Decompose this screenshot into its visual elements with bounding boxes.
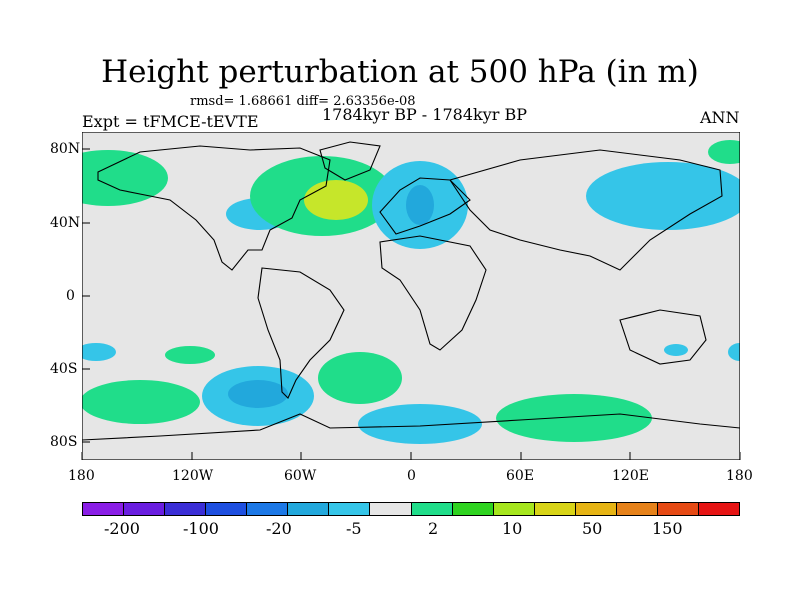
anomaly-fields [82, 140, 740, 444]
africa-coast [379, 235, 487, 351]
europe-coast [379, 177, 471, 235]
y-tick-label: 0 [66, 288, 75, 304]
north-america-coast [97, 145, 331, 271]
colorbar-box [574, 503, 616, 515]
colorbar-box [656, 503, 698, 515]
anomaly-peak-north-atlantic [304, 180, 368, 220]
stats-line: rmsd= 1.68661 diff= 2.63356e-08 [190, 94, 416, 109]
anomaly-positive-south-atlantic [318, 352, 402, 404]
anomaly-negative-asia [586, 162, 740, 230]
colorbar-label: 10 [502, 519, 523, 538]
anomaly-negative-drake-core [228, 380, 288, 408]
map-title: Height perturbation at 500 hPa (in m) [101, 54, 699, 90]
x-tick-label: 60E [506, 468, 535, 484]
anomaly-negative-east-edge [728, 343, 740, 361]
colorbar-label: -200 [104, 519, 140, 538]
asia-coast [449, 149, 723, 271]
antarctica-coast [82, 413, 740, 460]
y-tick-label: 40S [50, 361, 78, 377]
y-tick-label: 80N [50, 141, 81, 157]
colorbar [82, 502, 740, 516]
anomaly-positive-north-pacific [82, 150, 168, 206]
colorbar-box [615, 503, 657, 515]
colorbar-label: 50 [582, 519, 603, 538]
map-panel [82, 132, 740, 460]
colorbar-box [533, 503, 575, 515]
colorbar-label: -5 [346, 519, 362, 538]
axis-ticks [81, 148, 741, 460]
x-tick-label: 120E [612, 468, 649, 484]
anomaly-negative-australia [664, 344, 688, 356]
coastlines [82, 141, 740, 460]
colorbar-box [287, 503, 329, 515]
colorbar-box [123, 503, 165, 515]
colorbar-box [697, 503, 739, 515]
colorbar-box [410, 503, 452, 515]
x-tick-label: 0 [407, 468, 416, 484]
south-america-coast [257, 267, 345, 399]
anomaly-positive-southeast-pacific [82, 380, 200, 424]
greenland-coast [319, 141, 381, 181]
colorbar-label: 2 [428, 519, 439, 538]
anomaly-positive-south-pacific [165, 346, 215, 364]
season-label: ANN [700, 108, 740, 127]
anomaly-negative-europe-core [406, 185, 434, 225]
x-tick-label: 180 [68, 468, 95, 484]
australia-coast [619, 309, 707, 365]
x-tick-label: 120W [172, 468, 214, 484]
x-tick-label: 180 [726, 468, 753, 484]
colorbar-box [164, 503, 206, 515]
x-tick-label: 60W [284, 468, 317, 484]
colorbar-box [328, 503, 370, 515]
period-label: 1784kyr BP - 1784kyr BP [322, 105, 527, 124]
colorbar-box [246, 503, 288, 515]
colorbar-label: -100 [183, 519, 219, 538]
colorbar-label: 150 [652, 519, 683, 538]
anomaly-negative-south-pacific-west [82, 343, 116, 361]
colorbar-box [205, 503, 247, 515]
colorbar-box [369, 503, 411, 515]
y-tick-label: 40N [50, 215, 81, 231]
colorbar-box [83, 503, 124, 515]
colorbar-box [492, 503, 534, 515]
experiment-label: Expt = tFMCE-tEVTE [82, 112, 259, 131]
y-tick-label: 80S [50, 434, 78, 450]
colorbar-box [451, 503, 493, 515]
colorbar-label: -20 [266, 519, 292, 538]
anomaly-positive-arctic [708, 140, 740, 164]
anomaly-negative-southern-ocean [358, 404, 482, 444]
anomaly-positive-southern-indian [496, 394, 652, 442]
